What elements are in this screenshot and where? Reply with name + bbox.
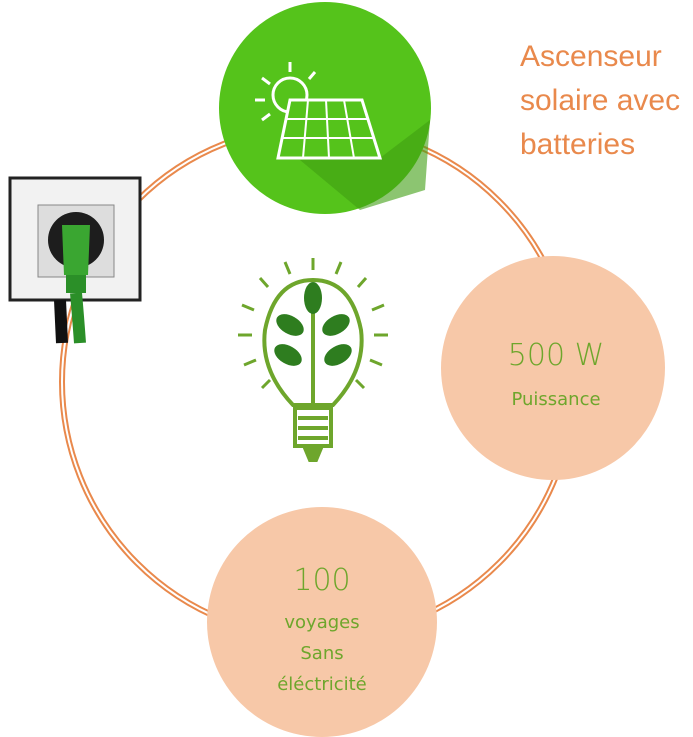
- trips-line: Sans: [300, 643, 343, 664]
- socket-icon: [10, 178, 140, 343]
- trips-value: 100: [293, 563, 350, 598]
- trips-line: voyages: [284, 612, 359, 633]
- trips-line: éléctricité: [277, 674, 367, 695]
- bulb-icon: [238, 258, 388, 460]
- solar-icon: [219, 2, 431, 214]
- power-label: Puissance: [511, 389, 600, 410]
- heading-line: solaire avec: [520, 84, 680, 117]
- power-value: 500 W: [508, 338, 604, 373]
- heading-line: Ascenseur: [520, 40, 662, 73]
- heading-line: batteries: [520, 128, 635, 161]
- infographic: Ascenseur solaire avec batteries: [0, 0, 693, 737]
